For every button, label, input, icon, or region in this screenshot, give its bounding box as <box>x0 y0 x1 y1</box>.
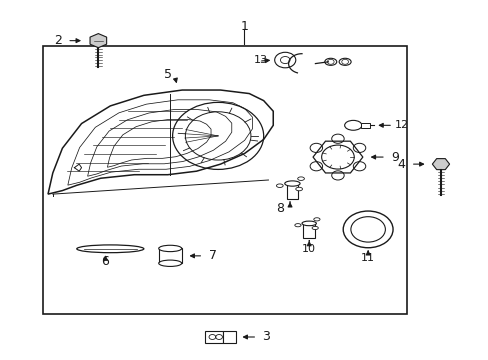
Text: 9: 9 <box>391 150 399 163</box>
Text: 7: 7 <box>208 249 216 262</box>
Ellipse shape <box>159 245 182 252</box>
Text: 2: 2 <box>54 34 61 47</box>
Text: 5: 5 <box>163 68 171 81</box>
Ellipse shape <box>276 184 283 188</box>
Text: 11: 11 <box>361 253 374 262</box>
Text: 13: 13 <box>254 55 268 65</box>
Ellipse shape <box>324 58 336 66</box>
Text: 1: 1 <box>240 20 248 33</box>
Polygon shape <box>431 159 448 170</box>
Bar <box>303 224 314 238</box>
Ellipse shape <box>344 120 361 130</box>
Ellipse shape <box>77 245 143 253</box>
Bar <box>223 331 235 343</box>
Bar <box>43 46 407 314</box>
Ellipse shape <box>284 181 300 186</box>
Ellipse shape <box>295 187 302 191</box>
Bar <box>361 123 369 128</box>
Ellipse shape <box>294 224 301 227</box>
Ellipse shape <box>302 221 316 226</box>
Ellipse shape <box>313 218 319 221</box>
Bar <box>204 331 223 343</box>
Bar <box>286 184 298 199</box>
Polygon shape <box>90 33 106 48</box>
Text: 10: 10 <box>302 244 316 254</box>
Text: 4: 4 <box>396 158 405 171</box>
Text: 12: 12 <box>394 120 408 130</box>
Text: 3: 3 <box>262 330 269 343</box>
Text: 6: 6 <box>102 255 109 267</box>
Bar <box>159 248 182 263</box>
Text: 8: 8 <box>276 202 284 215</box>
Ellipse shape <box>159 260 182 266</box>
Ellipse shape <box>297 177 304 180</box>
Ellipse shape <box>339 58 350 66</box>
Ellipse shape <box>311 226 318 230</box>
